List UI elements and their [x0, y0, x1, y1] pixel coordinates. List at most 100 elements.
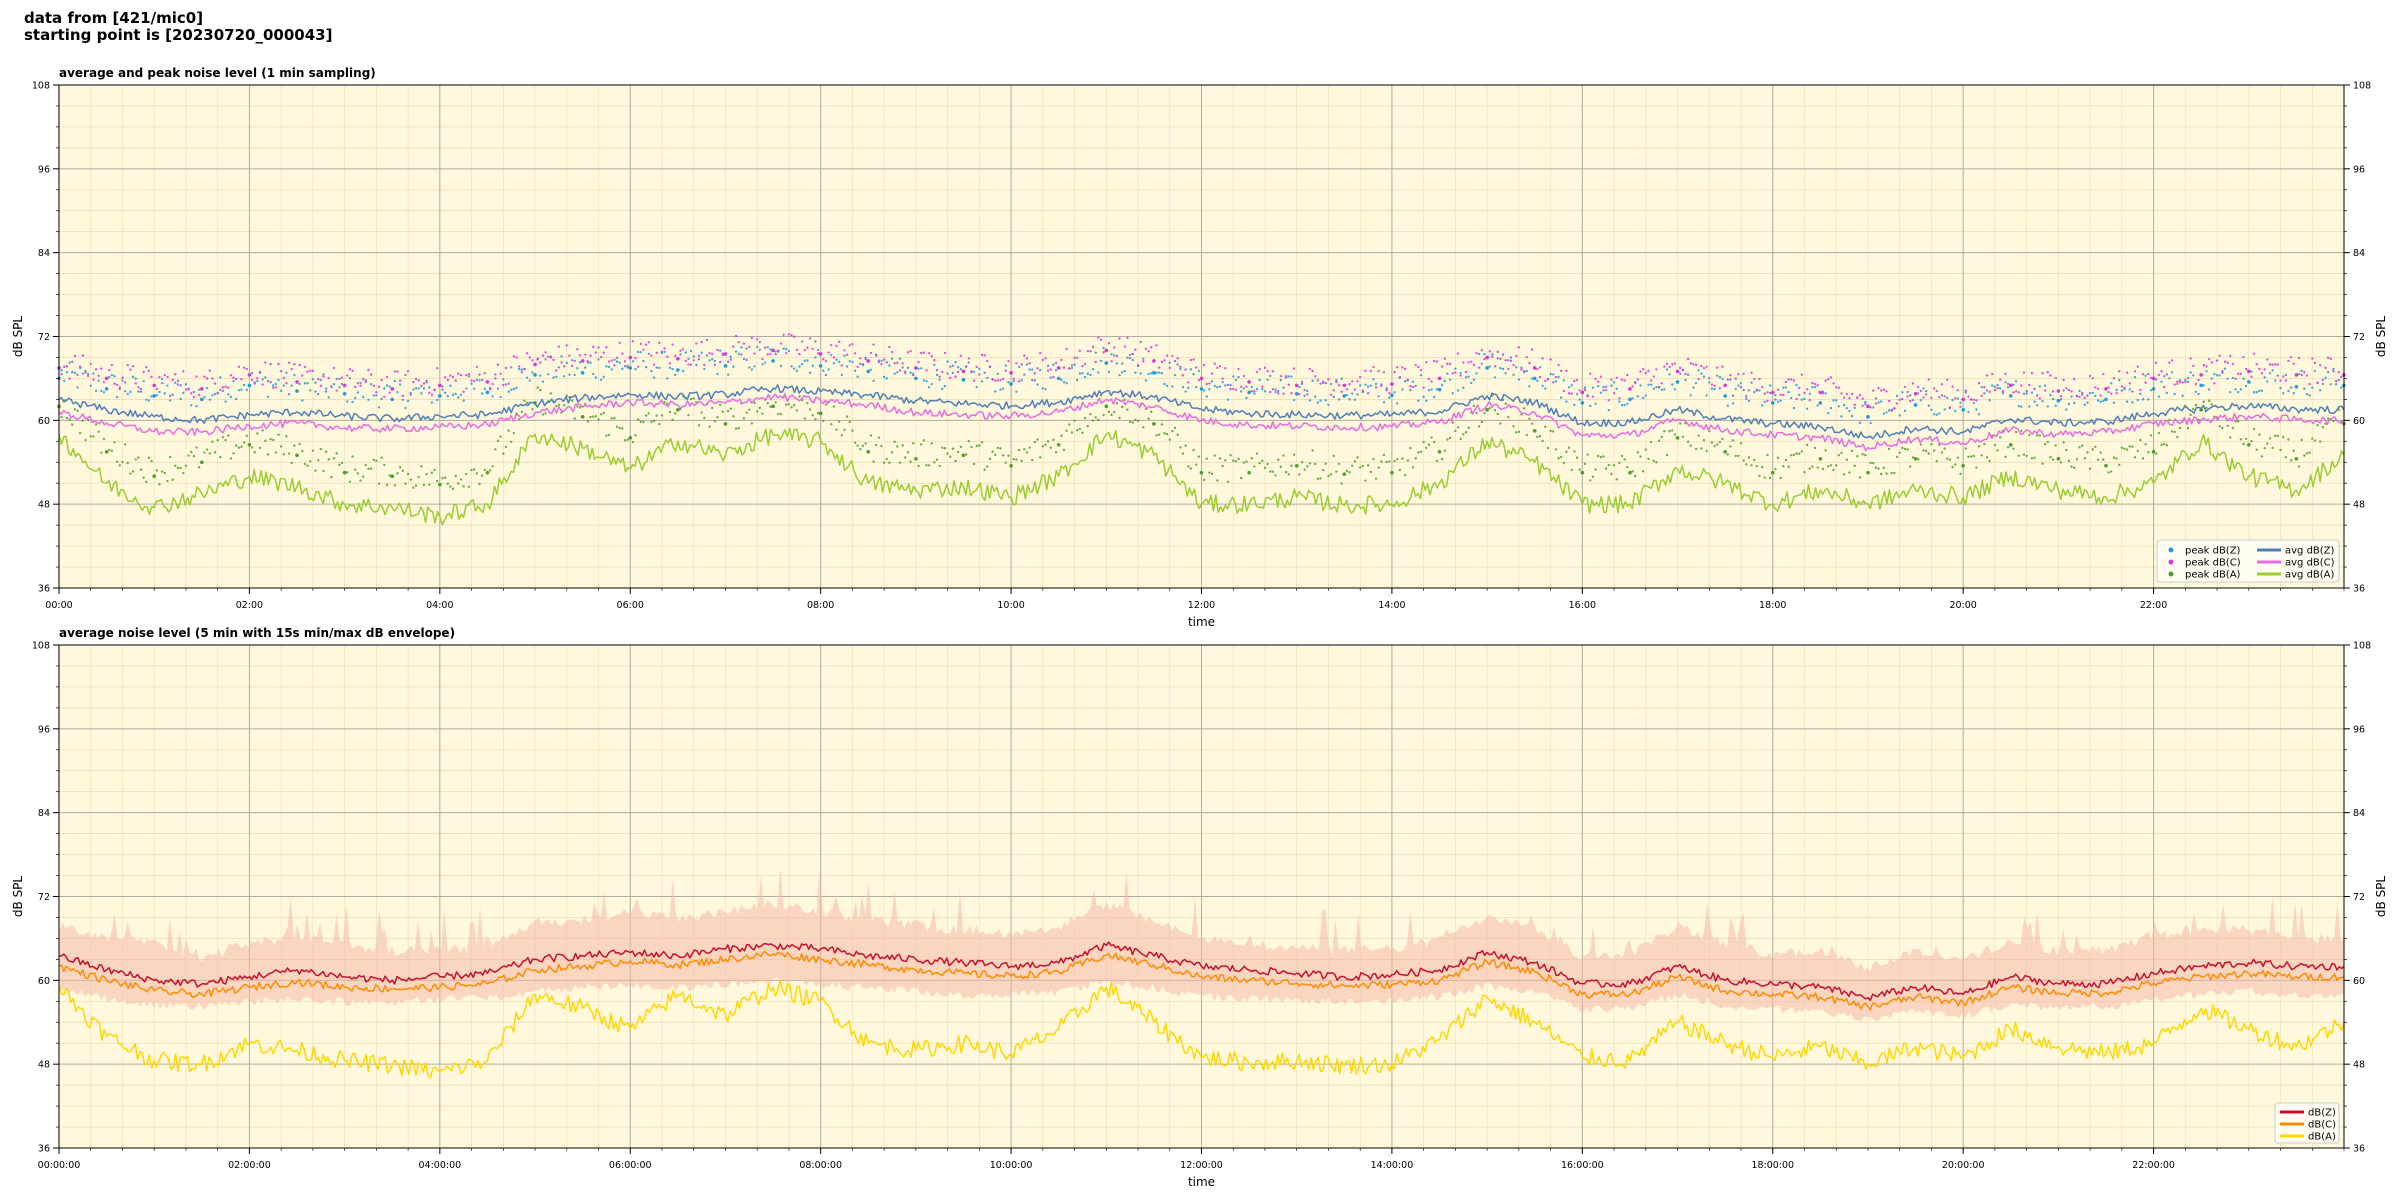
peak-texture-dot	[1184, 444, 1187, 447]
peak-point	[1152, 371, 1156, 375]
peak-texture-dot	[1805, 443, 1809, 447]
peak-texture-dot	[1414, 363, 1417, 367]
peak-texture-dot	[790, 365, 793, 368]
peak-texture-dot	[480, 474, 484, 477]
peak-texture-dot	[1454, 429, 1457, 433]
legend-label: dB(C)	[2308, 1120, 2336, 1131]
peak-texture-dot	[330, 385, 333, 388]
peak-texture-dot	[1287, 473, 1290, 476]
peak-texture-dot	[2284, 373, 2288, 377]
peak-texture-dot	[1403, 367, 1407, 371]
peak-texture-dot	[446, 378, 449, 382]
peak-texture-dot	[2197, 392, 2200, 396]
peak-texture-dot	[560, 411, 563, 414]
peak-texture-dot	[113, 441, 116, 444]
peak-texture-dot	[1147, 372, 1150, 376]
peak-texture-dot	[306, 382, 309, 385]
peak-texture-dot	[1673, 388, 1677, 391]
peak-texture-dot	[1882, 466, 1886, 470]
peak-texture-dot	[279, 389, 283, 392]
peak-texture-dot	[2329, 357, 2332, 361]
peak-texture-dot	[1089, 413, 1092, 416]
peak-texture-dot	[1718, 386, 1722, 390]
peak-texture-dot	[184, 464, 188, 467]
peak-point	[2056, 456, 2061, 461]
peak-texture-dot	[1123, 398, 1127, 402]
peak-texture-dot	[650, 420, 653, 424]
peak-texture-dot	[557, 345, 561, 348]
peak-texture-dot	[1935, 389, 1938, 393]
peak-texture-dot	[1097, 336, 1100, 339]
peak-texture-dot	[2144, 374, 2147, 378]
peak-texture-dot	[1076, 356, 1079, 360]
legend-label: dB(A)	[2308, 1132, 2336, 1143]
peak-texture-dot	[1041, 445, 1045, 448]
peak-texture-dot	[679, 353, 682, 356]
peak-texture-dot	[121, 376, 124, 379]
peak-texture-dot	[1033, 440, 1037, 444]
peak-texture-dot	[1710, 441, 1714, 444]
peak-texture-dot	[1017, 380, 1021, 383]
peak-texture-dot	[1512, 373, 1515, 376]
peak-texture-dot	[2173, 430, 2176, 434]
peak-texture-dot	[1284, 470, 1288, 474]
peak-texture-dot	[1046, 364, 1050, 368]
peak-texture-dot	[208, 369, 211, 372]
peak-texture-dot	[2059, 394, 2063, 398]
peak-texture-dot	[504, 383, 508, 386]
peak-texture-dot	[1491, 355, 1494, 359]
peak-texture-dot	[1049, 446, 1052, 449]
peak-texture-dot	[1165, 432, 1169, 436]
peak-texture-dot	[1417, 399, 1420, 402]
peak-texture-dot	[848, 344, 851, 347]
y-tick-label-right: 108	[2353, 641, 2371, 652]
peak-texture-dot	[597, 358, 600, 361]
legend-box	[2156, 539, 2340, 583]
peak-texture-dot	[1988, 390, 1991, 394]
peak-texture-dot	[1250, 390, 1253, 393]
peak-texture-dot	[1808, 467, 1811, 470]
peak-texture-dot	[954, 375, 957, 378]
peak-texture-dot	[755, 345, 759, 349]
peak-texture-dot	[1599, 375, 1603, 378]
peak-texture-dot	[372, 384, 375, 388]
peak-texture-dot	[1626, 373, 1629, 377]
peak-texture-dot	[435, 366, 439, 370]
peak-texture-dot	[1091, 419, 1095, 422]
peak-texture-dot	[1887, 447, 1891, 451]
peak-texture-dot	[2043, 389, 2047, 392]
peak-texture-dot	[1120, 371, 1124, 374]
peak-texture-dot	[1292, 453, 1296, 456]
peak-texture-dot	[1329, 473, 1333, 476]
peak-texture-dot	[298, 363, 301, 367]
peak-texture-dot	[2281, 436, 2285, 439]
peak-texture-dot	[496, 439, 500, 443]
peak-texture-dot	[599, 413, 603, 416]
peak-texture-dot	[909, 460, 912, 463]
peak-texture-dot	[2303, 387, 2306, 390]
peak-texture-dot	[1168, 366, 1171, 370]
peak-texture-dot	[2287, 359, 2290, 363]
peak-texture-dot	[1805, 388, 1809, 391]
peak-texture-dot	[938, 378, 941, 381]
peak-point	[2151, 376, 2156, 381]
peak-texture-dot	[459, 393, 463, 397]
peak-texture-dot	[1150, 410, 1153, 414]
peak-texture-dot	[2014, 430, 2018, 434]
peak-point	[628, 435, 633, 440]
peak-texture-dot	[1266, 370, 1269, 373]
peak-texture-dot	[2329, 383, 2332, 386]
peak-texture-dot	[1824, 379, 1827, 382]
peak-texture-dot	[1718, 375, 1722, 379]
peak-texture-dot	[1663, 388, 1666, 391]
peak-texture-dot	[740, 346, 743, 349]
peak-point	[1390, 382, 1394, 386]
peak-texture-dot	[388, 385, 391, 388]
peak-texture-dot	[769, 405, 772, 408]
peak-texture-dot	[613, 364, 616, 367]
peak-texture-dot	[1271, 388, 1275, 391]
peak-texture-dot	[197, 388, 201, 391]
peak-texture-dot	[2197, 378, 2200, 382]
peak-texture-dot	[642, 348, 645, 351]
peak-texture-dot	[451, 487, 455, 490]
